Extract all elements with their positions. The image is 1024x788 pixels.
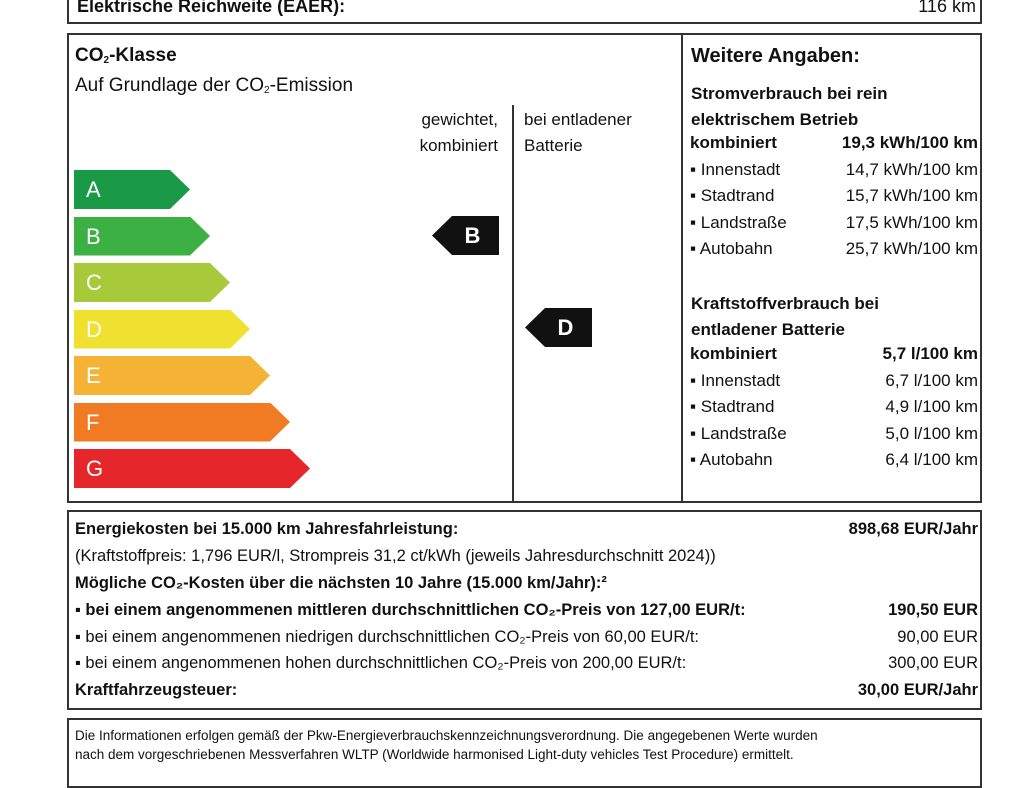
scenario-label: ▪ bei einem angenommenen mittleren durch… xyxy=(75,601,746,619)
row-value: 5,0 l/100 km xyxy=(885,423,978,443)
electric-heading: Stromverbrauch bei rein elektrischem Betr… xyxy=(691,81,888,133)
co2-title-text: CO xyxy=(75,45,104,66)
row-label: ▪ Autobahn xyxy=(690,239,773,258)
range-value: 116 km xyxy=(918,0,976,16)
fuel-heading: Kraftstoffverbrauch bei entladener Batter… xyxy=(691,291,879,343)
heading-line: Stromverbrauch bei rein xyxy=(691,84,888,103)
costs-box xyxy=(67,510,982,710)
row-value: 15,7 kWh/100 km xyxy=(845,186,978,205)
divider xyxy=(681,35,683,501)
row-label: ▪ Stadtrand xyxy=(690,397,775,416)
row-label: ▪ Innenstadt xyxy=(690,370,781,390)
row-label: kombiniert xyxy=(690,133,777,152)
scenario-value: 300,00 EUR xyxy=(888,654,978,672)
range-box: Elektrische Reichweite (EAER): 116 km xyxy=(67,0,982,24)
prices-text: (Kraftstoffpreis: 1,796 EUR/l, Stromprei… xyxy=(75,547,716,565)
co2-sub: 2 xyxy=(264,85,270,96)
co2-sub: 2 xyxy=(103,55,110,66)
row-value: 5,7 l/100 km xyxy=(882,344,978,363)
row-value: 17,5 kWh/100 km xyxy=(845,212,978,232)
tax-row: Kraftfahrzeugsteuer: 30,00 EUR/Jahr xyxy=(75,681,978,700)
tax-value: 30,00 EUR/Jahr xyxy=(857,681,978,699)
class-bar-a: A xyxy=(74,170,190,209)
scenario-value: 190,50 EUR xyxy=(888,601,978,619)
row-value: 6,7 l/100 km xyxy=(885,370,978,390)
co2-costs-heading-text: Mögliche CO₂-Kosten über die nächsten 10… xyxy=(75,574,607,592)
header-line: Batterie xyxy=(524,136,583,155)
scenario-label: ▪ bei einem angenommenen hohen durchschn… xyxy=(75,654,687,672)
row-label: ▪ Landstraße xyxy=(690,212,787,232)
co2-cost-scenario-row: ▪ bei einem angenommenen hohen durchschn… xyxy=(75,654,978,673)
row-value: 6,4 l/100 km xyxy=(885,450,978,469)
class-bar-g: G xyxy=(74,449,310,488)
row-label: ▪ Landstraße xyxy=(690,423,787,443)
scenario-label: ▪ bei einem angenommenen niedrigen durch… xyxy=(75,627,700,646)
class-bar-b: B xyxy=(74,217,210,256)
class-bar-e: E xyxy=(74,356,270,395)
electric-consumption-row: ▪ Stadtrand 15,7 kWh/100 km xyxy=(690,186,978,206)
co2-title-text: -Klasse xyxy=(109,45,177,66)
weighted-header: gewichtet, kombiniert xyxy=(420,107,498,159)
co2-subtitle-text: -Emission xyxy=(269,75,354,96)
heading-line: entladener Batterie xyxy=(691,320,845,339)
row-value: 14,7 kWh/100 km xyxy=(845,159,978,179)
fuel-consumption-row: ▪ Autobahn 6,4 l/100 km xyxy=(690,450,978,470)
range-label: Elektrische Reichweite (EAER): xyxy=(77,0,346,16)
co2-subtitle-text: Auf Grundlage der CO xyxy=(75,75,265,96)
header-line: gewichtet, xyxy=(421,110,498,129)
class-bar-c: C xyxy=(74,263,230,302)
footer-line: nach dem vorgeschriebenen Messverfahren … xyxy=(75,747,794,762)
heading-line: elektrischem Betrieb xyxy=(691,110,859,129)
row-value: 4,9 l/100 km xyxy=(885,397,978,416)
footer-line: Die Informationen erfolgen gemäß der Pkw… xyxy=(75,728,818,743)
row-label: kombiniert xyxy=(690,344,777,363)
row-label: ▪ Autobahn xyxy=(690,450,773,469)
row-label: ▪ Stadtrand xyxy=(690,186,775,205)
electric-consumption-row: ▪ Innenstadt 14,7 kWh/100 km xyxy=(690,160,978,180)
further-title: Weitere Angaben: xyxy=(691,45,860,67)
fuel-consumption-row: ▪ Landstraße 5,0 l/100 km xyxy=(690,424,978,444)
electric-consumption-row: ▪ Autobahn 25,7 kWh/100 km xyxy=(690,239,978,259)
header-line: kombiniert xyxy=(419,136,498,155)
class-bar-d: D xyxy=(74,310,250,349)
row-label: ▪ Innenstadt xyxy=(690,159,781,179)
energy-costs-row: Energiekosten bei 15.000 km Jahresfahrle… xyxy=(75,520,978,539)
co2-cost-scenario-row: ▪ bei einem angenommenen niedrigen durch… xyxy=(75,628,978,647)
heading-line: Kraftstoffverbrauch bei xyxy=(691,294,879,313)
electric-consumption-row: kombiniert 19,3 kWh/100 km xyxy=(690,133,978,153)
row-value: 25,7 kWh/100 km xyxy=(845,239,978,258)
tax-label: Kraftfahrzeugsteuer: xyxy=(75,681,238,699)
energy-costs-label: Energiekosten bei 15.000 km Jahresfahrle… xyxy=(75,520,459,538)
co2-costs-heading: Mögliche CO₂-Kosten über die nächsten 10… xyxy=(75,574,978,593)
prices-row: (Kraftstoffpreis: 1,796 EUR/l, Stromprei… xyxy=(75,547,978,566)
scenario-value: 90,00 EUR xyxy=(897,627,978,646)
electric-consumption-row: ▪ Landstraße 17,5 kWh/100 km xyxy=(690,213,978,233)
co2-cost-scenario-row: ▪ bei einem angenommenen mittleren durch… xyxy=(75,601,978,620)
divider xyxy=(512,105,514,501)
discharged-header: bei entladener Batterie xyxy=(524,107,632,159)
footer-box: Die Informationen erfolgen gemäß der Pkw… xyxy=(67,718,982,788)
co2-subtitle: Auf Grundlage der CO2-Emission xyxy=(75,75,353,97)
fuel-consumption-row: ▪ Stadtrand 4,9 l/100 km xyxy=(690,397,978,417)
fuel-consumption-row: kombiniert 5,7 l/100 km xyxy=(690,344,978,364)
header-line: bei entladener xyxy=(524,110,632,129)
fuel-consumption-row: ▪ Innenstadt 6,7 l/100 km xyxy=(690,371,978,391)
co2-title: CO2-Klasse xyxy=(75,45,177,67)
row-value: 19,3 kWh/100 km xyxy=(841,133,978,152)
energy-costs-value: 898,68 EUR/Jahr xyxy=(848,520,978,538)
class-bar-f: F xyxy=(74,403,290,442)
co2-class-box: CO2-Klasse Auf Grundlage der CO2-Emissio… xyxy=(67,33,982,503)
